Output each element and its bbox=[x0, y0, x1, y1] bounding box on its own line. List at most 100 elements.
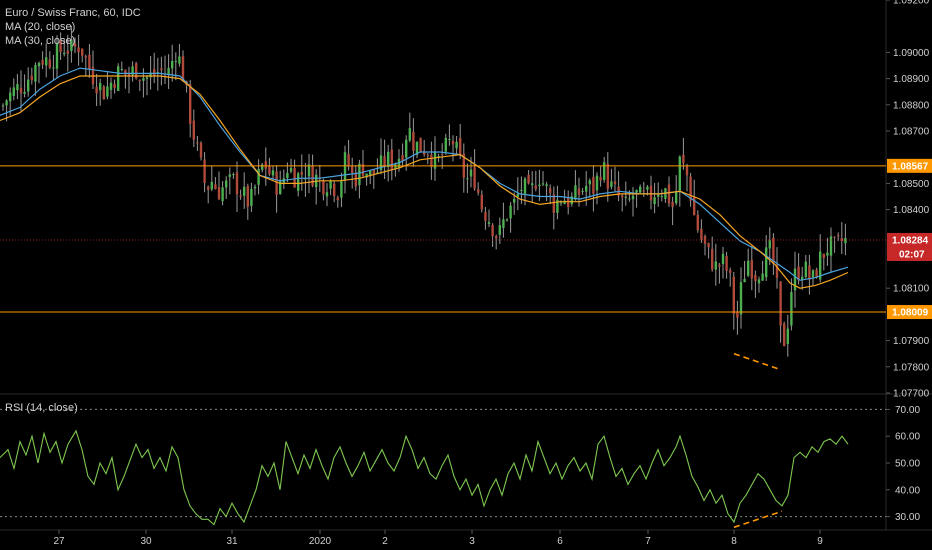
countdown-bg bbox=[887, 246, 932, 261]
candle-body bbox=[538, 184, 541, 187]
last-price-tag: 1.08284 bbox=[892, 235, 929, 246]
rsi-tick-label: 50.00 bbox=[895, 459, 920, 470]
candle-body bbox=[300, 172, 303, 175]
candle-body bbox=[394, 164, 397, 169]
candle-body bbox=[466, 178, 469, 180]
candle-body bbox=[477, 189, 480, 193]
candle-body bbox=[23, 91, 26, 94]
candle-body bbox=[484, 212, 487, 221]
candle-body bbox=[401, 154, 404, 162]
rsi-tick-label: 70.00 bbox=[895, 405, 920, 416]
hline-price-tag: 1.08009 bbox=[892, 308, 929, 319]
candle-body bbox=[844, 237, 847, 244]
candle-body bbox=[171, 60, 174, 69]
candle-body bbox=[124, 69, 127, 75]
candle-body bbox=[693, 197, 696, 216]
candle-body bbox=[189, 84, 192, 124]
candle-body bbox=[19, 87, 23, 94]
candle-body bbox=[217, 187, 221, 200]
candle-body bbox=[588, 180, 591, 185]
candle-body bbox=[37, 63, 41, 67]
price-axis[interactable]: 1.09200 1.09000 1.08900 1.08800 1.08700 1.085… bbox=[886, 0, 932, 523]
candle-body bbox=[149, 72, 152, 78]
candle-body bbox=[145, 77, 149, 79]
candle-body bbox=[415, 141, 419, 155]
candle-body bbox=[84, 56, 87, 58]
candle-body bbox=[779, 281, 782, 326]
candle-body bbox=[243, 186, 246, 196]
price-tick-label: 1.08900 bbox=[893, 74, 930, 85]
candle-body bbox=[441, 153, 444, 155]
candle-body bbox=[711, 249, 714, 270]
candle-body bbox=[837, 235, 840, 237]
price-tick-label: 1.08800 bbox=[893, 100, 930, 111]
candle-body bbox=[689, 176, 692, 201]
candle-body bbox=[829, 236, 833, 256]
price-tick-label: 1.08700 bbox=[893, 127, 930, 138]
candle-body bbox=[721, 253, 725, 265]
candle-body bbox=[239, 195, 242, 197]
candle-body bbox=[250, 188, 253, 206]
candle-body bbox=[307, 164, 311, 177]
candle-body bbox=[642, 190, 645, 192]
price-tick-label: 1.07800 bbox=[893, 362, 930, 373]
candle-body bbox=[606, 163, 609, 189]
price-tick-label: 1.08100 bbox=[893, 284, 930, 295]
candle-body bbox=[811, 270, 815, 278]
candle-body bbox=[430, 154, 433, 168]
candle-body bbox=[714, 261, 717, 270]
candle-body bbox=[228, 174, 231, 177]
candle-body bbox=[761, 273, 764, 281]
candle-body bbox=[819, 251, 822, 280]
candle-body bbox=[199, 142, 203, 158]
price-tick-label: 1.08400 bbox=[893, 205, 930, 216]
time-tick-label: 9 bbox=[817, 536, 823, 547]
candle-body bbox=[574, 185, 577, 200]
candle-body bbox=[631, 195, 635, 200]
candle-body bbox=[387, 151, 390, 168]
candle-body bbox=[275, 171, 278, 195]
time-tick-label: 2 bbox=[382, 536, 388, 547]
candle-body bbox=[621, 195, 624, 198]
moving-averages bbox=[0, 67, 849, 371]
candle-body bbox=[12, 87, 15, 96]
candle-body bbox=[797, 266, 800, 281]
candle-body bbox=[646, 186, 649, 190]
candle-body bbox=[365, 173, 368, 178]
candle-body bbox=[592, 176, 595, 194]
candle-body bbox=[815, 269, 818, 278]
time-axis[interactable]: 27 30 31 2020 2 3 6 7 8 9 bbox=[53, 530, 823, 547]
candle-body bbox=[153, 69, 156, 76]
candle-body bbox=[264, 161, 267, 169]
candle-body bbox=[412, 131, 415, 151]
candle-body bbox=[768, 240, 771, 249]
candle-body bbox=[559, 202, 563, 204]
candle-body bbox=[106, 86, 109, 97]
candle-body bbox=[9, 92, 12, 102]
candle-body bbox=[793, 268, 797, 291]
candle-body bbox=[671, 201, 674, 207]
rsi-legend: RSI (14, close) bbox=[5, 401, 78, 415]
candle-body bbox=[261, 164, 264, 170]
price-tick-label: 1.07900 bbox=[893, 336, 930, 347]
horizontal-lines[interactable] bbox=[0, 165, 886, 313]
candle-body bbox=[599, 176, 602, 181]
candle-body bbox=[347, 154, 350, 166]
candle-body bbox=[585, 185, 588, 192]
candle-body bbox=[167, 67, 170, 75]
candle-body bbox=[498, 225, 501, 235]
candle-body bbox=[95, 86, 98, 94]
candle-body bbox=[549, 188, 552, 193]
candle-body bbox=[16, 84, 19, 91]
candle-body bbox=[826, 252, 829, 256]
candle-body bbox=[639, 186, 642, 193]
hline-price-tag-bg bbox=[887, 305, 932, 320]
candle-body bbox=[502, 219, 505, 228]
candle-body bbox=[743, 279, 746, 283]
candle-body bbox=[81, 48, 84, 56]
candle-body bbox=[754, 274, 757, 282]
candle-body bbox=[192, 120, 195, 140]
candle-body bbox=[30, 75, 33, 81]
price-tick-label: 1.07700 bbox=[893, 389, 930, 400]
